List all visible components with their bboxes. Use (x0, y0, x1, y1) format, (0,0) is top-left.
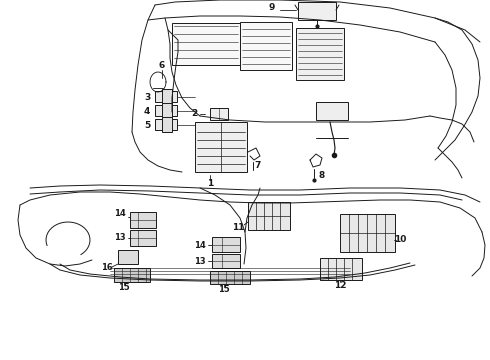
Bar (172, 23, 240, 65)
Bar (130, 230, 156, 246)
Bar (320, 258, 362, 280)
Text: 5: 5 (144, 121, 150, 130)
Bar (162, 117, 172, 132)
Bar (296, 28, 344, 80)
Text: 2: 2 (191, 109, 197, 118)
Text: 6: 6 (159, 62, 165, 71)
Text: 10: 10 (394, 235, 406, 244)
Text: 12: 12 (334, 282, 346, 291)
Bar (162, 89, 172, 104)
Bar (114, 268, 150, 282)
Bar (162, 103, 172, 118)
Bar (118, 250, 138, 264)
Text: 4: 4 (144, 107, 150, 116)
Text: 14: 14 (114, 210, 126, 219)
Bar (210, 271, 250, 284)
Bar (212, 237, 240, 252)
Text: 13: 13 (114, 234, 126, 243)
Text: 1: 1 (207, 180, 213, 189)
Text: 15: 15 (118, 284, 130, 292)
Bar (298, 2, 336, 20)
Text: 8: 8 (319, 171, 325, 180)
Bar (155, 105, 177, 116)
Bar (212, 254, 240, 268)
Bar (240, 22, 292, 70)
Bar (130, 212, 156, 228)
Text: 13: 13 (194, 256, 206, 266)
Bar (195, 122, 247, 172)
Text: 9: 9 (269, 4, 275, 13)
Bar (316, 102, 348, 120)
Text: 3: 3 (144, 93, 150, 102)
Text: 11: 11 (232, 224, 244, 233)
Bar (155, 119, 177, 130)
Bar (340, 214, 395, 252)
Text: 15: 15 (218, 285, 230, 294)
Text: 7: 7 (255, 161, 261, 170)
Bar (210, 108, 228, 120)
Text: 14: 14 (194, 240, 206, 249)
Text: 16: 16 (101, 264, 113, 273)
Bar (248, 202, 290, 230)
Bar (155, 91, 177, 102)
